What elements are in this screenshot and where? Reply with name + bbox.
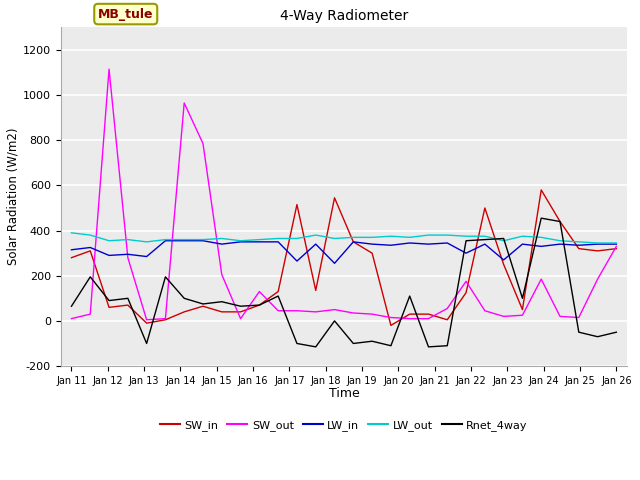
X-axis label: Time: Time (328, 387, 359, 400)
Y-axis label: Solar Radiation (W/m2): Solar Radiation (W/m2) (7, 128, 20, 265)
Legend: SW_in, SW_out, LW_in, LW_out, Rnet_4way: SW_in, SW_out, LW_in, LW_out, Rnet_4way (156, 416, 532, 435)
Text: MB_tule: MB_tule (98, 8, 154, 21)
Title: 4-Way Radiometer: 4-Way Radiometer (280, 10, 408, 24)
